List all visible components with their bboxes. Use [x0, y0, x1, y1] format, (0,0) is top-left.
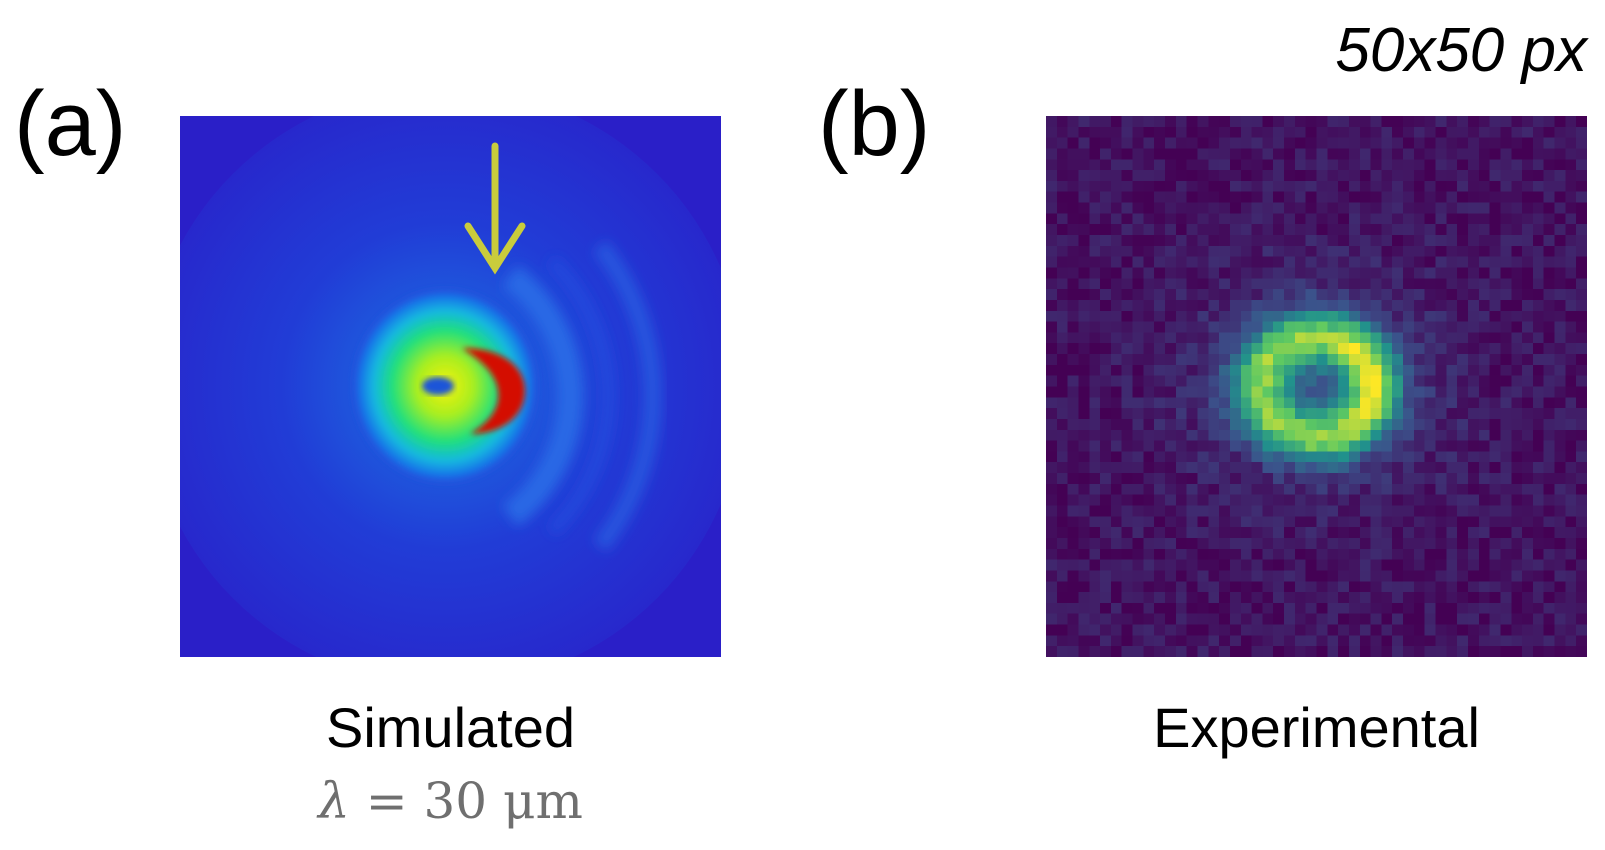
experimental-image [1046, 116, 1587, 657]
simulated-caption: Simulated [325, 696, 576, 759]
panel-a-label: (a) [14, 73, 127, 175]
arrow-down-icon [464, 142, 526, 275]
resolution-label: 50x50 px [1335, 16, 1587, 85]
experimental-caption: Experimental [1153, 696, 1480, 759]
wavelength-value: = 30 μm [365, 772, 583, 830]
wavelength-symbol: λ [318, 772, 350, 830]
wavelength-label: λ = 30 μm [180, 776, 721, 826]
simulated-image [180, 116, 721, 657]
panel-b-label: (b) [818, 73, 931, 175]
